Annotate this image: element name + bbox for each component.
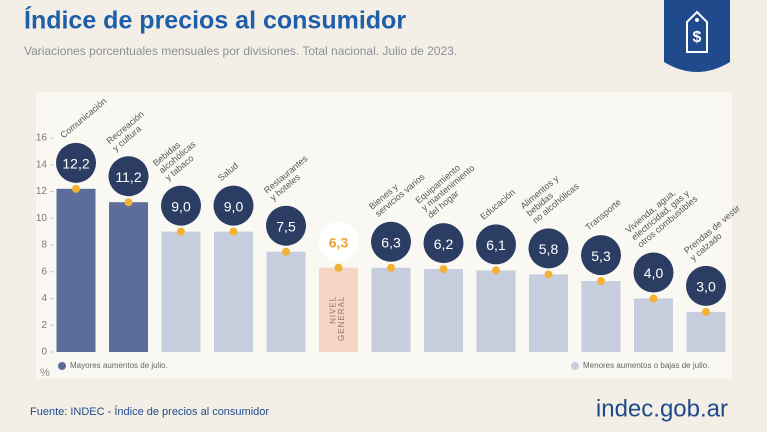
value-label: 6,3 [381,234,401,250]
bar-top-dot [282,247,290,256]
bar [581,281,621,352]
subtitle: Variaciones porcentuales mensuales por d… [24,44,457,58]
bar [476,270,516,352]
bar [424,269,463,352]
bar-top-dot [334,263,343,272]
y-tick-label: 6 [41,266,47,277]
value-badge [528,228,569,269]
bar [109,202,148,352]
x-tick-label: NIVELGENERAL [329,296,346,341]
bar-top-dot [492,266,500,275]
y-tick-label: 0 [41,347,47,358]
bar [529,274,568,352]
value-badge [318,221,359,262]
bar [214,231,253,352]
value-label: 9,0 [171,198,191,214]
value-badge [686,265,726,306]
value-label: 6,3 [329,234,349,250]
value-label: 6,1 [486,237,506,253]
value-badge [633,252,674,293]
value-badge [423,223,464,264]
value-label: 7,5 [276,218,296,234]
y-tick-label: 16 [36,133,48,144]
bar [634,298,673,352]
value-label: 4,0 [644,265,664,281]
value-label: 3,0 [696,279,716,295]
y-tick-label: 10 [36,213,48,224]
bar [161,231,201,352]
bar-top-dot [649,294,658,303]
bar [266,251,306,352]
bar-top-dot [702,307,710,316]
bar-top-dot [72,184,80,193]
legend-label: Menores aumentos o bajas de julio. [583,361,709,370]
legend-swatch [58,362,66,370]
value-label: 12,2 [62,156,89,172]
bar [686,311,726,352]
source: Fuente: INDEC - Índice de precios al con… [30,405,269,418]
bar-top-dot [544,270,553,279]
y-tick-label: 14 [36,159,48,170]
y-tick-label: 4 [41,293,47,304]
value-badge [581,235,621,276]
brand: indec.gob.ar [596,395,728,422]
logo: $ [664,0,730,72]
svg-text:$: $ [693,29,702,46]
bar [56,188,96,352]
bar-top-dot [597,277,605,286]
y-tick-label: 12 [36,186,48,197]
chart-title: Índice de precios al consumidor [24,6,406,35]
bar [371,267,411,352]
value-badge [213,185,254,226]
y-tick-label: 8 [41,240,47,251]
value-badge [476,224,516,265]
legend-swatch [571,362,579,370]
value-badge [266,205,306,246]
bar-top-dot [177,227,185,236]
value-badge [56,142,96,183]
bar-top-dot [229,227,238,236]
y-unit: % [40,367,50,379]
bar-top-dot [439,265,448,274]
bar [319,267,358,352]
value-badge [108,156,149,197]
legend-label: Mayores aumentos de julio. [70,361,168,370]
bar-top-dot [387,263,395,272]
value-label: 9,0 [224,198,244,214]
bar-top-dot [124,198,133,207]
value-label: 6,2 [434,236,454,252]
inside-label-group: NIVELGENERAL [329,296,346,341]
value-badge [371,221,411,262]
value-badge [161,185,201,226]
value-label: 5,3 [591,248,611,264]
y-tick-label: 2 [41,320,47,331]
value-label: 5,8 [539,241,559,257]
value-label: 11,2 [115,169,141,185]
